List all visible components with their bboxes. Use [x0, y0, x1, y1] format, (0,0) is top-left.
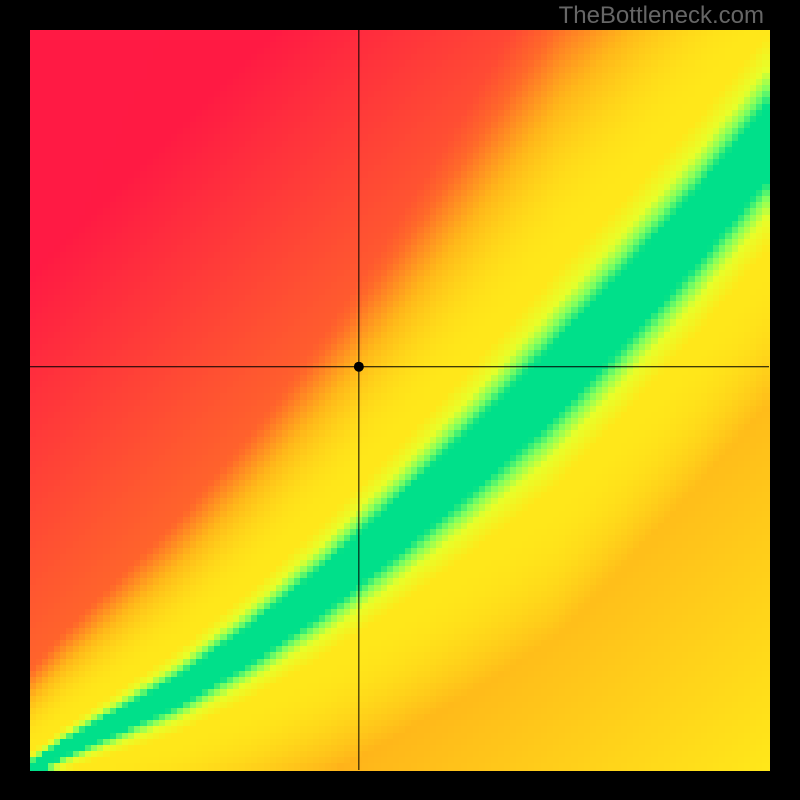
chart-container: TheBottleneck.com: [0, 0, 800, 800]
heatmap-canvas: [0, 0, 800, 800]
